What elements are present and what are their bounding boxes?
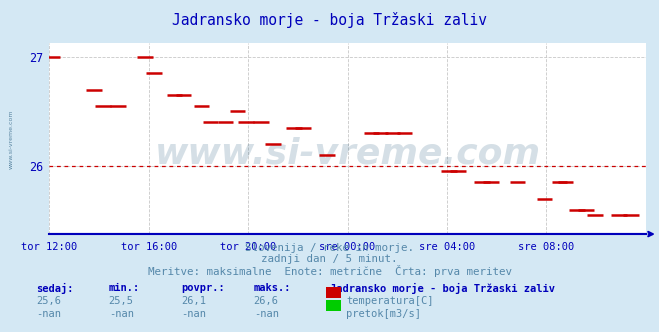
Text: www.si-vreme.com: www.si-vreme.com <box>9 110 14 169</box>
Text: Slovenija / reke in morje.: Slovenija / reke in morje. <box>245 243 414 253</box>
Text: -nan: -nan <box>181 309 206 319</box>
Text: sedaj:: sedaj: <box>36 283 74 294</box>
Text: 25,5: 25,5 <box>109 296 134 306</box>
Text: zadnji dan / 5 minut.: zadnji dan / 5 minut. <box>261 254 398 264</box>
Text: povpr.:: povpr.: <box>181 283 225 293</box>
Text: -nan: -nan <box>109 309 134 319</box>
Text: Jadransko morje - boja Tržaski zaliv: Jadransko morje - boja Tržaski zaliv <box>330 283 554 294</box>
Text: maks.:: maks.: <box>254 283 291 293</box>
Text: 26,6: 26,6 <box>254 296 279 306</box>
Text: -nan: -nan <box>36 309 61 319</box>
Text: -nan: -nan <box>254 309 279 319</box>
Text: temperatura[C]: temperatura[C] <box>346 296 434 306</box>
Text: Meritve: maksimalne  Enote: metrične  Črta: prva meritev: Meritve: maksimalne Enote: metrične Črta… <box>148 265 511 277</box>
Text: pretok[m3/s]: pretok[m3/s] <box>346 309 421 319</box>
Text: min.:: min.: <box>109 283 140 293</box>
Text: 25,6: 25,6 <box>36 296 61 306</box>
Text: Jadransko morje - boja Tržaski zaliv: Jadransko morje - boja Tržaski zaliv <box>172 12 487 28</box>
Text: www.si-vreme.com: www.si-vreme.com <box>155 137 540 171</box>
Text: 26,1: 26,1 <box>181 296 206 306</box>
